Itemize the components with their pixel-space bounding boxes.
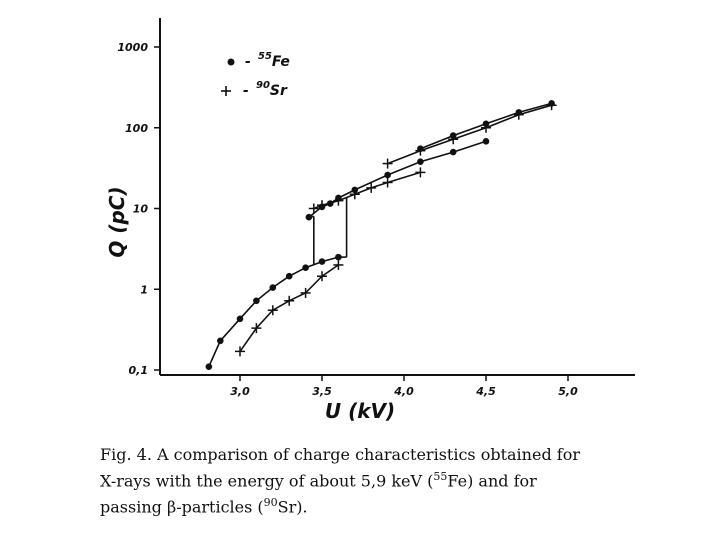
axes	[159, 18, 635, 376]
sr-data-point	[235, 346, 245, 357]
legend-fe-symbol: Fe	[272, 54, 290, 70]
caption-text-3a: passing β-particles (	[100, 497, 264, 517]
y-tick-label: 0,1	[129, 364, 149, 377]
caption-line-1: Fig. 4. A comparison of charge character…	[100, 444, 680, 466]
sr-data-point	[415, 145, 426, 156]
x-tick-label: 3,5	[312, 385, 332, 398]
x-tick-label: 3,0	[230, 385, 250, 398]
sr-data-point	[382, 177, 393, 188]
sr-data-point	[546, 100, 557, 111]
caption-line-2: X-rays with the energy of about 5,9 keV …	[100, 466, 680, 492]
y-tick-label: 10	[133, 203, 149, 216]
fe-data-point	[217, 337, 224, 345]
sr-data-point	[317, 271, 327, 282]
y-tick-label: 100	[125, 122, 148, 135]
caption-text-3b: Sr).	[277, 497, 308, 517]
legend-sr-label: 90Sr	[256, 80, 288, 99]
fe-data-point	[482, 137, 490, 145]
sr-data-point	[267, 305, 278, 316]
caption-text-2a: X-rays with the energy of about 5,9 keV …	[100, 471, 434, 491]
curves	[208, 102, 552, 368]
fe-data-point	[269, 284, 277, 291]
x-axis-title: U (kV)	[325, 399, 395, 423]
x-tick-label: 4,0	[393, 385, 414, 398]
sr-data-point	[513, 109, 524, 120]
fe-data-point	[253, 297, 260, 305]
x-tick-label: 4,5	[475, 385, 496, 398]
fe-data-point	[318, 258, 326, 265]
chart: 3,0 3,5 4,0 4,5 5,0 0,1 1 10 100 1000 Q (pC) U (k…	[105, 18, 635, 423]
y-tick-label: 1	[140, 283, 148, 296]
fe-lower-curve	[208, 256, 339, 368]
sr-data-point	[481, 122, 491, 133]
sr-data-point	[415, 167, 426, 178]
caption-fig-label: Fig. 4.	[100, 445, 152, 464]
caption-text-2b: Fe) and for	[447, 471, 537, 491]
sr-data-point	[251, 323, 262, 334]
caption-text-1: A comparison of charge characteristics o…	[157, 445, 580, 464]
sr-data-point	[308, 203, 319, 214]
legend-sr-symbol: Sr	[270, 83, 288, 99]
legend-dot-marker	[227, 58, 235, 66]
fe-data-point	[205, 363, 213, 370]
ticks: 3,0 3,5 4,0 4,5 5,0 0,1 1 10 100 1000	[117, 41, 578, 398]
sr-data-point	[300, 287, 311, 298]
figure-caption: Fig. 4. A comparison of charge character…	[100, 444, 680, 519]
sr-data-point	[382, 158, 393, 169]
legend-plus-marker	[221, 86, 231, 96]
sr-data-point	[333, 195, 344, 206]
sr-data-point	[366, 182, 377, 193]
legend-separator-2: -	[243, 83, 249, 99]
legend-fe-label: 55Fe	[258, 51, 290, 70]
legend: - 55Fe - 90Sr	[221, 51, 290, 99]
fe-data-point	[302, 264, 309, 271]
x-tick-label: 5,0	[558, 385, 578, 398]
fe-data-point	[236, 315, 244, 323]
caption-sup-90: 90	[263, 496, 278, 510]
sr-data-point	[448, 134, 459, 145]
fe-data-point	[417, 158, 424, 165]
sr-data-point	[349, 189, 360, 200]
fe-data-point	[449, 148, 457, 156]
legend-separator: -	[245, 54, 251, 70]
fe-data-point	[326, 200, 334, 207]
fe-data-point	[384, 171, 391, 179]
fe-data-point	[305, 213, 313, 221]
sr-data-point	[317, 200, 327, 211]
sr-top-curve	[387, 104, 552, 165]
fe-data-point	[285, 272, 293, 280]
sr-data-point	[284, 295, 295, 306]
caption-line-3: passing β-particles (90Sr).	[100, 492, 680, 518]
markers	[205, 100, 557, 370]
y-tick-label: 1000	[117, 41, 148, 54]
caption-sup-55: 55	[433, 470, 448, 483]
legend-sr-mass: 90	[256, 80, 270, 91]
y-axis-title: Q (pC)	[105, 186, 129, 257]
legend-fe-mass: 55	[258, 51, 272, 62]
fe-data-point	[335, 253, 342, 261]
sr-data-point	[333, 259, 344, 270]
